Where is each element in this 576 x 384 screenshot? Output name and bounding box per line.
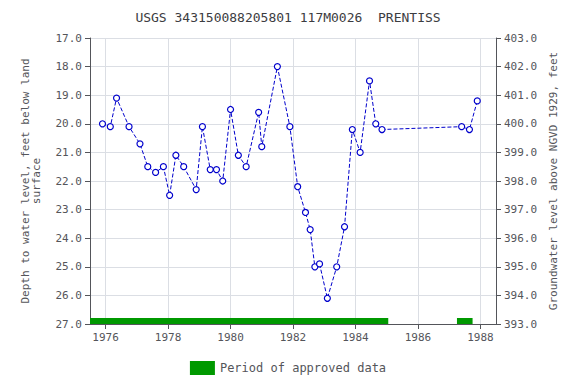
svg-text:396.0: 396.0	[504, 232, 537, 245]
svg-text:1988: 1988	[467, 331, 494, 344]
svg-text:400.0: 400.0	[504, 117, 537, 130]
svg-text:23.0: 23.0	[56, 203, 83, 216]
svg-text:Period of approved data: Period of approved data	[220, 361, 386, 375]
svg-text:402.0: 402.0	[504, 60, 537, 73]
svg-text:394.0: 394.0	[504, 289, 537, 302]
svg-text:1980: 1980	[217, 331, 244, 344]
svg-text:401.0: 401.0	[504, 89, 537, 102]
svg-text:1976: 1976	[92, 331, 119, 344]
svg-text:Depth to water level, feet bel: Depth to water level, feet below land	[19, 58, 32, 304]
svg-text:1986: 1986	[405, 331, 432, 344]
svg-text:399.0: 399.0	[504, 146, 537, 159]
svg-text:1978: 1978	[155, 331, 182, 344]
svg-text:21.0: 21.0	[56, 146, 83, 159]
svg-text:surface: surface	[30, 158, 43, 204]
svg-text:20.0: 20.0	[56, 117, 83, 130]
svg-text:393.0: 393.0	[504, 318, 537, 331]
svg-text:403.0: 403.0	[504, 32, 537, 45]
svg-text:22.0: 22.0	[56, 175, 83, 188]
svg-text:398.0: 398.0	[504, 175, 537, 188]
svg-text:Groundwater level above NGVD 1: Groundwater level above NGVD 1929, feet	[547, 52, 560, 310]
svg-text:25.0: 25.0	[56, 260, 83, 273]
svg-text:USGS 343150088205801 117M0026: USGS 343150088205801 117M0026 PRENTISS	[135, 10, 440, 25]
svg-text:1982: 1982	[280, 331, 307, 344]
svg-text:397.0: 397.0	[504, 203, 537, 216]
svg-text:27.0: 27.0	[56, 318, 83, 331]
svg-text:26.0: 26.0	[56, 289, 83, 302]
svg-text:18.0: 18.0	[56, 60, 83, 73]
svg-text:24.0: 24.0	[56, 232, 83, 245]
svg-text:19.0: 19.0	[56, 89, 83, 102]
svg-text:17.0: 17.0	[56, 32, 83, 45]
svg-text:395.0: 395.0	[504, 260, 537, 273]
svg-text:1984: 1984	[342, 331, 369, 344]
